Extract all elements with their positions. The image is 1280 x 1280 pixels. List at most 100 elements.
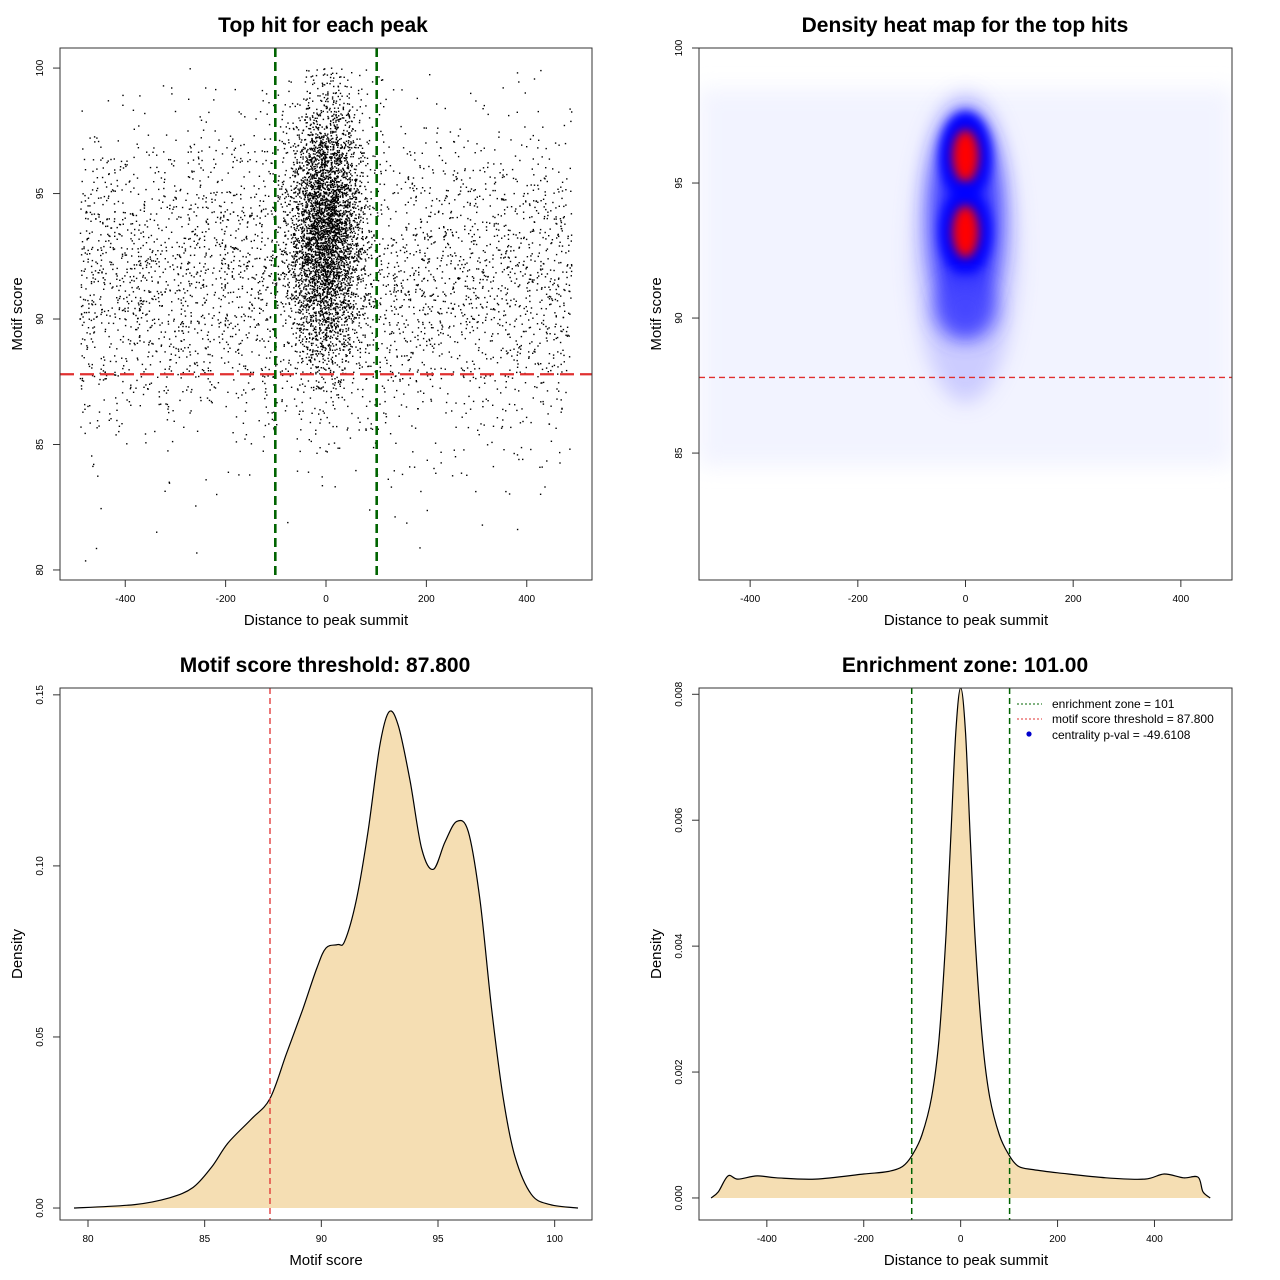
scatter-point: [334, 235, 336, 238]
scatter-point: [516, 111, 518, 113]
scatter-point: [276, 402, 278, 404]
scatter-point: [346, 355, 348, 357]
scatter-point: [145, 368, 147, 370]
scatter-point: [367, 206, 369, 208]
scatter-point: [330, 293, 333, 296]
scatter-point: [485, 226, 488, 228]
scatter-point: [148, 310, 151, 312]
scatter-point: [312, 364, 314, 366]
scatter-point: [88, 365, 91, 368]
scatter-point: [83, 246, 85, 248]
scatter-point: [339, 258, 342, 260]
scatter-point: [355, 293, 358, 295]
scatter-point: [469, 380, 471, 382]
scatter-point: [507, 256, 510, 258]
scatter-point: [178, 289, 180, 291]
scatter-point: [484, 296, 486, 299]
scatter-point: [86, 346, 89, 349]
scatter-point: [465, 186, 468, 188]
scatter-point: [307, 148, 309, 151]
scatter-point: [100, 249, 103, 251]
scatter-point: [469, 202, 471, 205]
scatter-point: [337, 198, 339, 200]
scatter-point: [562, 328, 565, 331]
scatter-point: [497, 213, 499, 216]
scatter-point: [503, 314, 505, 317]
scatter-point: [358, 201, 360, 203]
scatter-point: [80, 201, 83, 203]
scatter-point: [384, 314, 386, 316]
scatter-point: [331, 157, 333, 159]
scatter-point: [184, 292, 186, 294]
scatter-point: [411, 183, 413, 185]
scatter-point: [186, 356, 188, 358]
scatter-point: [445, 401, 448, 404]
scatter-point: [368, 352, 370, 354]
scatter-point: [311, 357, 313, 359]
scatter-point: [257, 291, 259, 293]
scatter-point: [539, 493, 542, 495]
scatter-point: [213, 315, 215, 317]
scatter-point: [151, 297, 153, 300]
scatter-point: [140, 306, 142, 308]
scatter-point: [338, 219, 341, 221]
scatter-point: [431, 337, 433, 340]
scatter-point: [311, 249, 313, 251]
scatter-point: [181, 246, 183, 248]
scatter-point: [158, 403, 160, 406]
scatter-point: [146, 320, 148, 322]
scatter-point: [532, 281, 534, 283]
scatter-point: [346, 290, 349, 292]
scatter-point: [343, 147, 345, 150]
scatter-point: [302, 371, 304, 373]
scatter-point: [525, 268, 527, 270]
scatter-point: [349, 204, 351, 207]
scatter-point: [209, 381, 211, 383]
scatter-point: [151, 276, 153, 278]
scatter-point: [117, 200, 120, 203]
scatter-point: [326, 292, 328, 294]
scatter-point: [138, 310, 141, 312]
scatter-point: [280, 274, 282, 276]
scatter-point: [349, 247, 351, 249]
scatter-point: [196, 320, 199, 322]
scatter-point: [316, 195, 319, 197]
scatter-point: [476, 296, 479, 299]
scatter-point: [416, 188, 418, 190]
scatter-point: [196, 194, 198, 196]
scatter-point: [503, 449, 505, 451]
scatter-point: [550, 303, 552, 305]
scatter-point: [540, 200, 542, 202]
scatter-point: [505, 381, 507, 383]
scatter-point: [518, 246, 521, 248]
scatter-point: [516, 409, 518, 412]
scatter-point: [172, 410, 174, 412]
scatter-point: [234, 156, 236, 159]
scatter-point: [381, 269, 383, 271]
scatter-point: [561, 250, 563, 253]
scatter-point: [307, 380, 310, 382]
scatter-point: [503, 257, 505, 259]
scatter-point: [314, 245, 317, 247]
scatter-point: [339, 161, 341, 163]
scatter-point: [468, 269, 471, 271]
scatter-point: [276, 363, 278, 366]
scatter-point: [100, 254, 102, 257]
scatter-point: [457, 155, 460, 158]
scatter-point: [329, 270, 332, 273]
scatter-point: [207, 370, 210, 372]
scatter-point: [129, 281, 131, 284]
scatter-point: [207, 268, 209, 270]
scatter-point: [128, 181, 130, 183]
scatter-point: [437, 311, 439, 313]
scatter-point: [314, 288, 316, 290]
scatter-point: [283, 310, 286, 312]
scatter-point: [561, 197, 563, 200]
scatter-point: [364, 185, 366, 188]
scatter-point: [411, 331, 414, 333]
scatter-point: [347, 204, 349, 206]
scatter-point: [240, 216, 242, 219]
scatter-point: [374, 301, 376, 303]
scatter-point: [325, 155, 327, 157]
scatter-point: [348, 339, 351, 341]
